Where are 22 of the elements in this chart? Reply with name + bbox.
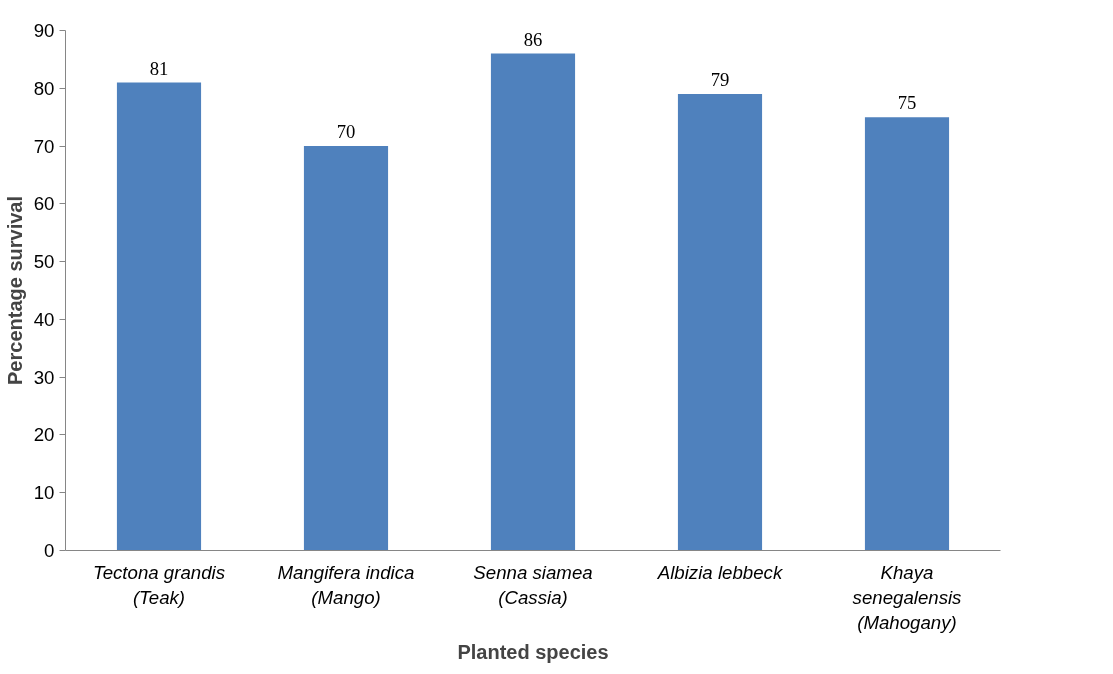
y-tick-label: 30 [33,366,55,388]
y-tick-label: 80 [33,77,55,99]
y-axis-title: Percentage survival [3,196,26,385]
y-tick-label: 50 [33,251,55,273]
x-tick-label: Mangifera indica (Mango) [277,561,415,608]
x-tick-label: Khaya senegalensis (Mahogany) [852,561,962,633]
data-label: 86 [523,28,543,50]
y-tick-label: 10 [33,482,55,504]
x-tick-label: Tectona grandis (Teak) [92,561,226,608]
y-tick-label: 90 [33,20,55,41]
y-tick-label: 60 [33,193,55,215]
data-label: 70 [336,121,356,143]
y-tick-label: 40 [33,308,55,330]
x-tick-label: Senna siamea (Cassia) [473,561,593,608]
data-label: 79 [710,69,730,91]
y-tick-label: 70 [33,135,55,157]
x-axis-title: Planted species [457,640,609,663]
y-tick-label: 20 [33,424,55,446]
data-label: 81 [149,57,169,79]
y-tick-label: 0 [44,540,55,561]
data-label: 75 [897,92,917,114]
x-tick-label: Albizia lebbeck [656,561,784,583]
